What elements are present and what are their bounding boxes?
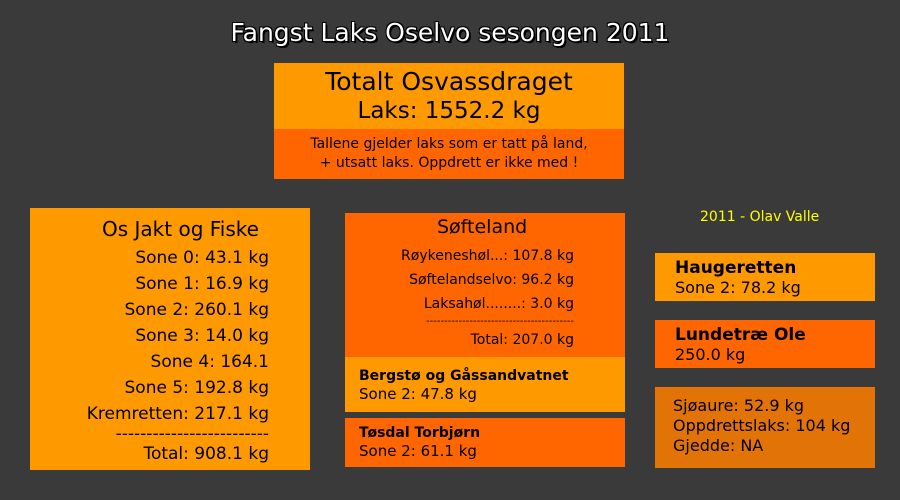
page-title: Fangst Laks Oselvo sesongen 2011: [230, 18, 670, 47]
softeland-row: Laksahøl........: 3.0 kg: [423, 296, 574, 312]
haugeretten-value: Sone 2: 78.2 kg: [675, 278, 801, 297]
lundetrae-value: 250.0 kg: [675, 345, 746, 364]
sjoaure-line: Sjøaure: 52.9 kg: [673, 396, 805, 415]
haugeretten-box: Haugeretten Sone 2: 78.2 kg: [655, 253, 875, 301]
gjedde-line: Gjedde: NA: [673, 436, 764, 455]
softeland-divider: ----------------------------------------…: [426, 316, 574, 327]
total-value: Laks: 1552.2 kg: [357, 98, 541, 124]
total-note-line-2: + utsatt laks. Oppdrett er ikke med !: [319, 155, 579, 171]
total-header: Totalt Osvassdraget Laks: 1552.2 kg: [274, 63, 624, 129]
tosdal-value: Sone 2: 61.1 kg: [359, 442, 477, 460]
os-jakt-row: Sone 3: 14.0 kg: [135, 326, 269, 346]
os-jakt-row: Sone 1: 16.9 kg: [135, 274, 269, 294]
lundetrae-box: Lundetræ Ole 250.0 kg: [655, 320, 875, 368]
bergsto-value: Sone 2: 47.8 kg: [359, 385, 477, 403]
other-species-box: Sjøaure: 52.9 kg Oppdrettslaks: 104 kg G…: [655, 387, 875, 468]
os-jakt-row: Sone 0: 43.1 kg: [135, 248, 269, 268]
os-jakt-heading: Os Jakt og Fiske: [102, 217, 259, 241]
softeland-list: Røykeneshøl...: 107.8 kg Søftelandselvo:…: [401, 244, 574, 352]
total-note-line-1: Tallene gjelder laks som er tatt på land…: [310, 136, 588, 152]
os-jakt-list: Sone 0: 43.1 kg Sone 1: 16.9 kg Sone 2: …: [87, 245, 269, 467]
os-jakt-row: Sone 5: 192.8 kg: [124, 378, 269, 398]
softeland-row: Røykeneshøl...: 107.8 kg: [401, 248, 574, 264]
total-note: Tallene gjelder laks som er tatt på land…: [274, 129, 624, 179]
total-heading: Totalt Osvassdraget: [325, 67, 573, 96]
haugeretten-title: Haugeretten: [675, 258, 797, 278]
bergsto-box: Bergstø og Gåssandvatnet Sone 2: 47.8 kg: [345, 357, 625, 412]
tosdal-title: Tøsdal Torbjørn: [359, 425, 481, 441]
os-jakt-box: Os Jakt og Fiske Sone 0: 43.1 kg Sone 1:…: [30, 208, 310, 470]
os-jakt-row: Sone 4: 164.1: [150, 352, 269, 372]
softeland-heading: Søfteland: [437, 216, 528, 238]
os-jakt-row: Kremretten: 217.1 kg: [86, 404, 269, 424]
tosdal-box: Tøsdal Torbjørn Sone 2: 61.1 kg: [345, 418, 625, 467]
os-jakt-total: Total: 908.1 kg: [143, 444, 269, 464]
os-jakt-row: Sone 2: 260.1 kg: [124, 300, 269, 320]
os-jakt-divider: -------------------------: [115, 424, 269, 444]
lundetrae-title: Lundetræ Ole: [675, 325, 806, 345]
softeland-total: Total: 207.0 kg: [470, 332, 574, 348]
total-summary-box: Totalt Osvassdraget Laks: 1552.2 kg Tall…: [274, 63, 624, 179]
oppdrettslaks-line: Oppdrettslaks: 104 kg: [673, 416, 851, 435]
credit-text: 2011 - Olav Valle: [700, 209, 820, 225]
bergsto-title: Bergstø og Gåssandvatnet: [359, 368, 569, 384]
softeland-row: Søftelandselvo: 96.2 kg: [409, 272, 574, 288]
softeland-box: Søfteland Røykeneshøl...: 107.8 kg Søfte…: [345, 213, 625, 357]
